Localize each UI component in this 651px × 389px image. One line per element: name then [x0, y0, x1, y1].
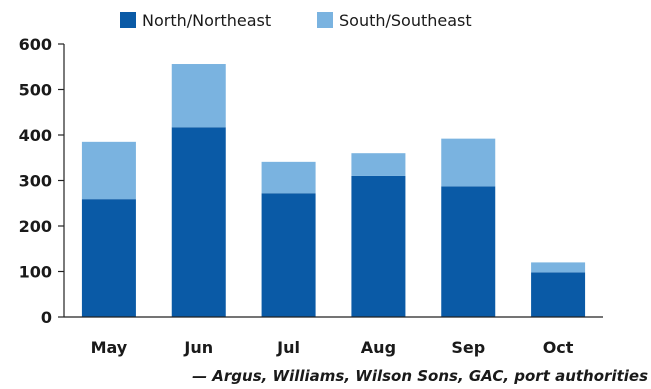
y-tick-label-100: 100 — [19, 263, 52, 282]
legend-swatch-south-southeast — [317, 12, 333, 28]
source-note: — Argus, Williams, Wilson Sons, GAC, por… — [192, 367, 648, 385]
y-tick-label-400: 400 — [19, 126, 52, 145]
bar-jun-south-southeast — [171, 64, 226, 128]
legend-swatch-north-northeast — [120, 12, 136, 28]
x-tick-label-oct: Oct — [543, 338, 574, 357]
legend-label-south-southeast: South/Southeast — [339, 11, 472, 30]
x-tick-label-aug: Aug — [361, 338, 396, 357]
y-tick-label-600: 600 — [19, 35, 52, 54]
bar-oct-north-northeast — [531, 272, 586, 317]
x-tick-label-may: May — [91, 338, 128, 357]
bar-jul-north-northeast — [261, 193, 316, 317]
plot-area: May Jun Jul Aug Sep Oct 0 100 200 300 400 500 600 — [19, 35, 603, 357]
x-tick-label-jul: Jul — [276, 338, 300, 357]
y-tick-label-300: 300 — [19, 172, 52, 191]
bar-sep-south-southeast — [441, 138, 496, 187]
y-tick-label-0: 0 — [41, 308, 52, 327]
bar-aug-south-southeast — [351, 153, 406, 176]
legend: North/Northeast South/Southeast — [120, 11, 472, 30]
bar-oct-south-southeast — [531, 262, 586, 273]
bar-may-north-northeast — [81, 199, 136, 317]
bar-sep-north-northeast — [441, 186, 496, 317]
y-tick-label-200: 200 — [19, 217, 52, 236]
bar-may-south-southeast — [81, 141, 136, 200]
x-tick-label-sep: Sep — [451, 338, 485, 357]
x-tick-label-jun: Jun — [183, 338, 213, 357]
legend-label-north-northeast: North/Northeast — [142, 11, 271, 30]
y-tick-label-500: 500 — [19, 81, 52, 100]
bar-jul-south-southeast — [261, 161, 316, 194]
bar-aug-north-northeast — [351, 175, 406, 317]
bar-jun-north-northeast — [171, 127, 226, 317]
